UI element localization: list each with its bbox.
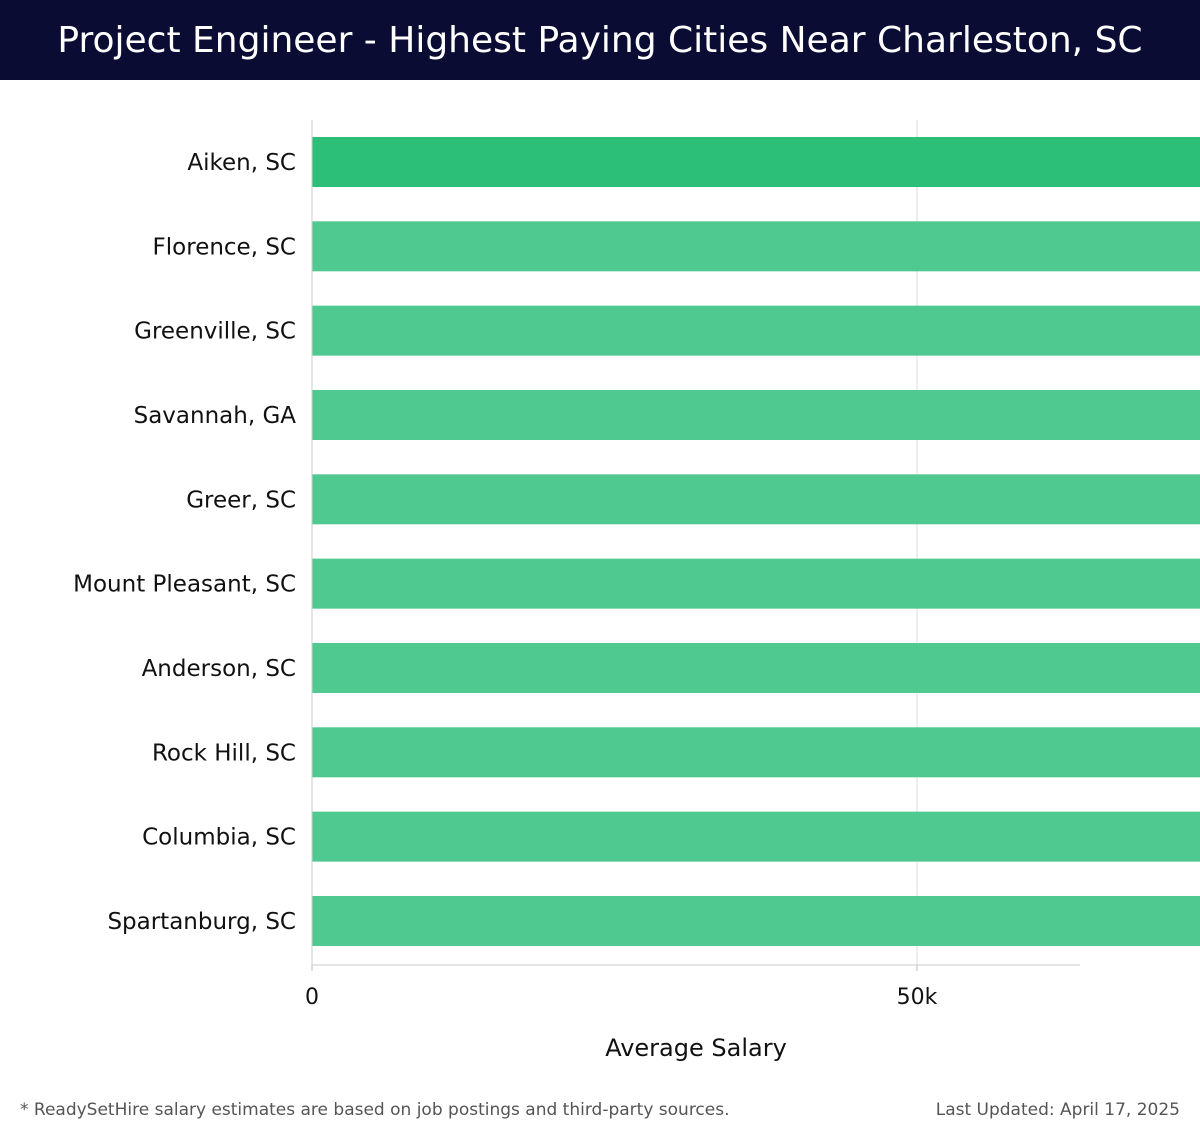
footer-disclaimer: * ReadySetHire salary estimates are base… (20, 1100, 730, 1120)
bar (312, 389, 1200, 440)
x-axis-title: Average Salary (605, 1034, 787, 1062)
bar (312, 727, 1200, 778)
y-category-label: Greenville, SC (134, 319, 296, 345)
y-category-label: Spartanburg, SC (107, 909, 296, 935)
bar (312, 642, 1200, 693)
x-tick-label: 50k (897, 985, 938, 1010)
x-tick-label: 0 (305, 985, 319, 1010)
bar (312, 811, 1200, 862)
chart-header: Project Engineer - Highest Paying Cities… (0, 0, 1200, 80)
bars-layer (312, 137, 1200, 946)
y-category-label: Savannah, GA (134, 403, 297, 429)
bar (312, 137, 1200, 187)
bar (312, 221, 1200, 272)
bar (312, 305, 1200, 356)
y-category-label: Columbia, SC (142, 825, 296, 851)
bar-chart: 050k100k Aiken, SC$120,689Florence, SC$1… (73, 120, 1200, 1062)
y-category-label: Greer, SC (186, 487, 296, 513)
chart-title: Project Engineer - Highest Paying Cities… (57, 19, 1143, 61)
bar (312, 895, 1200, 946)
bar (312, 558, 1200, 609)
labels-layer: Aiken, SC$120,689Florence, SC$101,572Gre… (73, 150, 297, 935)
bar (312, 474, 1200, 525)
axis-layer: 050k100k (305, 120, 1080, 1010)
y-category-label: Mount Pleasant, SC (73, 572, 296, 598)
y-category-label: Rock Hill, SC (152, 740, 296, 766)
y-category-label: Aiken, SC (187, 150, 296, 176)
y-category-label: Florence, SC (153, 234, 296, 260)
footer-last-updated: Last Updated: April 17, 2025 (935, 1100, 1180, 1120)
y-category-label: Anderson, SC (142, 656, 296, 682)
